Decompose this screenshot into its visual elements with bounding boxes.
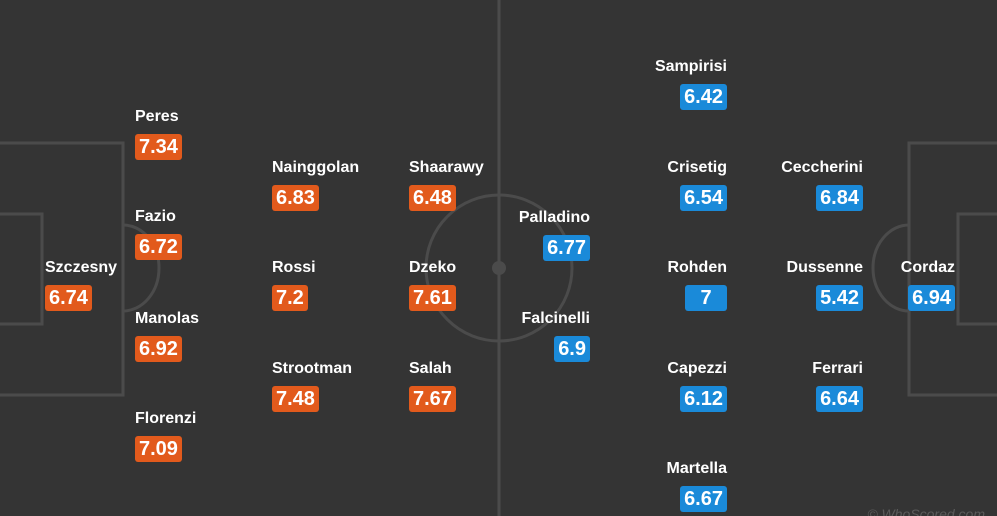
player-away-ferrari[interactable]: Ferrari 6.64 [723,360,863,420]
player-rating: 5.42 [816,285,863,311]
player-away-falcinelli[interactable]: Falcinelli 6.9 [450,310,590,370]
player-home-salah[interactable]: Salah 7.67 [409,360,549,420]
player-name: Manolas [135,310,200,327]
player-rating: 6.83 [272,185,319,211]
player-away-ceccherini[interactable]: Ceccherini 6.84 [723,159,863,219]
player-rating: 6.74 [45,285,92,311]
player-away-crisetig[interactable]: Crisetig 6.54 [587,159,727,219]
player-name: Szczesny [45,259,118,276]
player-rating: 6.94 [908,285,955,311]
player-home-manolas[interactable]: Manolas 6.92 [135,310,275,370]
player-rating: 7 [685,285,727,311]
player-name: Cordaz [900,259,955,276]
player-name: Falcinelli [521,310,590,327]
player-home-shaarawy[interactable]: Shaarawy 6.48 [409,159,549,219]
player-name: Crisetig [667,159,727,176]
player-home-peres[interactable]: Peres 7.34 [135,108,275,168]
player-home-florenzi[interactable]: Florenzi 7.09 [135,410,275,470]
player-home-nainggolan[interactable]: Nainggolan 6.83 [272,159,412,219]
player-name: Sampirisi [654,58,727,75]
player-rating: 6.77 [543,235,590,261]
player-name: Peres [135,108,179,125]
player-name: Florenzi [135,410,197,427]
player-name: Dussenne [786,259,863,276]
player-name: Dzeko [409,259,457,276]
player-name: Fazio [135,208,176,225]
player-rating: 6.42 [680,84,727,110]
player-rating: 6.84 [816,185,863,211]
player-rating: 7.61 [409,285,456,311]
player-rating: 6.64 [816,386,863,412]
player-name: Shaarawy [409,159,484,176]
player-name: Ferrari [812,360,863,377]
player-rating: 7.48 [272,386,319,412]
player-rating: 7.34 [135,134,182,160]
player-name: Rossi [272,259,316,276]
player-rating: 6.67 [680,486,727,512]
player-rating: 6.12 [680,386,727,412]
player-rating: 7.67 [409,386,456,412]
player-away-martella[interactable]: Martella 6.67 [587,460,727,516]
player-home-rossi[interactable]: Rossi 7.2 [272,259,412,319]
player-name: Palladino [518,209,590,226]
player-rating: 7.09 [135,436,182,462]
player-home-szczesny[interactable]: Szczesny 6.74 [45,259,185,319]
player-name: Salah [409,360,452,377]
player-rating: 6.54 [680,185,727,211]
player-name: Ceccherini [781,159,863,176]
player-name: Nainggolan [272,159,360,176]
player-away-dussenne[interactable]: Dussenne 5.42 [723,259,863,319]
player-rating: 6.48 [409,185,456,211]
player-home-dzeko[interactable]: Dzeko 7.61 [409,259,549,319]
watermark: © WhoScored.com [867,506,985,516]
player-name: Strootman [272,360,352,377]
player-away-capezzi[interactable]: Capezzi 6.12 [587,360,727,420]
player-home-fazio[interactable]: Fazio 6.72 [135,208,275,268]
player-away-rohden[interactable]: Rohden 7 [587,259,727,319]
player-rating: 6.92 [135,336,182,362]
player-name: Capezzi [667,360,727,377]
player-rating: 7.2 [272,285,308,311]
player-away-palladino[interactable]: Palladino 6.77 [450,209,590,269]
player-rating: 6.9 [554,336,590,362]
player-away-cordaz[interactable]: Cordaz 6.94 [815,259,955,319]
player-away-sampirisi[interactable]: Sampirisi 6.42 [587,58,727,118]
player-home-strootman[interactable]: Strootman 7.48 [272,360,412,420]
player-name: Rohden [667,259,727,276]
player-name: Martella [666,460,727,477]
player-rating: 6.72 [135,234,182,260]
